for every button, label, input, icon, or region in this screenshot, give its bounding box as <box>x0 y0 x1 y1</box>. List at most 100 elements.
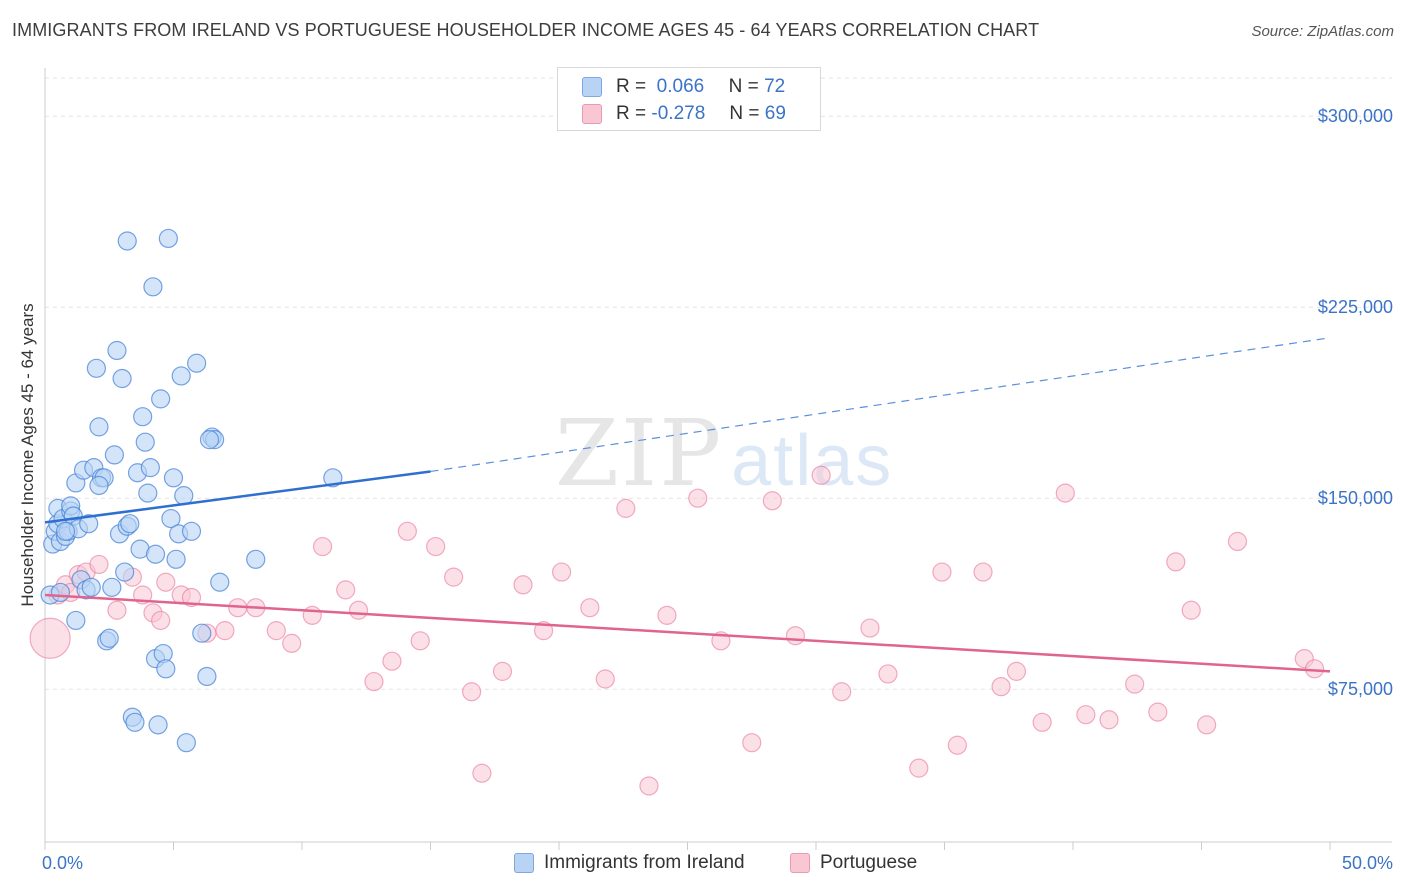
portuguese-point <box>462 682 482 702</box>
portuguese-point <box>1099 710 1119 730</box>
ireland-point <box>246 549 266 569</box>
portuguese-point <box>762 491 782 511</box>
watermark-atlas: atlas <box>731 421 894 501</box>
portuguese-point <box>312 536 333 557</box>
ireland-point <box>158 228 178 249</box>
ireland-point <box>140 458 160 478</box>
ireland-point <box>55 521 76 541</box>
portuguese-point <box>302 605 322 625</box>
legend-swatch-pink <box>790 853 810 873</box>
portuguese-point <box>107 600 127 620</box>
ireland-point <box>115 562 135 582</box>
legend-r-label: R = <box>616 103 647 124</box>
stats-legend: R = 0.066 N = 72 R = -0.278 N = 69 <box>557 67 821 131</box>
tick-labels: $75,000 $150,000 $225,000 $300,000 0.0% 50.0% <box>42 106 1393 873</box>
portuguese-point <box>1032 712 1052 732</box>
portuguese-point <box>426 536 446 557</box>
ireland-point <box>197 666 217 687</box>
portuguese-point <box>551 562 572 582</box>
ireland-point <box>174 486 194 506</box>
portuguese-point <box>860 618 880 638</box>
portuguese-point <box>472 763 492 783</box>
portuguese-point <box>1006 661 1027 681</box>
ireland-points <box>40 228 343 753</box>
portuguese-point <box>348 600 369 620</box>
portuguese-point <box>1076 705 1096 725</box>
portuguese-point <box>397 521 417 541</box>
portuguese-point <box>444 567 464 587</box>
portuguese-point <box>616 498 636 518</box>
portuguese-point <box>1148 702 1168 722</box>
y-tick-label: $300,000 <box>1318 106 1393 126</box>
portuguese-point <box>785 626 806 646</box>
portuguese-point <box>909 758 929 778</box>
ireland-point <box>117 231 137 251</box>
legend-swatch-blue <box>582 77 602 97</box>
ireland-point <box>166 549 186 569</box>
ireland-point <box>148 715 168 735</box>
portuguese-point <box>282 633 302 653</box>
portuguese-points <box>29 465 1325 796</box>
ireland-point <box>151 389 171 409</box>
ireland-point <box>66 610 86 631</box>
y-tick-label: $150,000 <box>1318 488 1393 508</box>
ireland-point <box>156 659 176 679</box>
legend-r-value: -0.278 <box>651 103 706 124</box>
portuguese-point <box>639 776 659 796</box>
ireland-point <box>323 468 343 488</box>
portuguese-point <box>811 465 831 485</box>
ireland-point <box>163 468 184 488</box>
portuguese-point <box>742 733 762 753</box>
y-axis-label: Householder Income Ages 45 - 64 years <box>18 303 37 607</box>
portuguese-point <box>1181 600 1201 620</box>
x-tick-label-min: 0.0% <box>42 853 83 873</box>
grid <box>45 77 1392 690</box>
legend-r-value: 0.066 <box>656 76 705 97</box>
portuguese-point <box>973 562 993 582</box>
ireland-point <box>81 577 101 597</box>
axes <box>44 68 1392 850</box>
portuguese-point <box>932 562 952 582</box>
portuguese-point <box>580 598 600 618</box>
chart-title: IMMIGRANTS FROM IRELAND VS PORTUGUESE HO… <box>12 20 1040 40</box>
ireland-point <box>104 445 124 465</box>
legend-label-portuguese: Portuguese <box>820 852 918 873</box>
ireland-point <box>145 544 166 564</box>
ireland-point <box>133 407 153 427</box>
portuguese-point <box>832 682 852 702</box>
trend-lines <box>44 337 1331 673</box>
watermark: ZIP atlas <box>555 400 893 507</box>
ireland-point <box>79 514 99 534</box>
portuguese-point <box>266 621 286 641</box>
portuguese-point <box>1166 552 1186 572</box>
portuguese-point <box>1125 674 1145 694</box>
ireland-point <box>102 577 122 597</box>
ireland-point <box>138 483 158 503</box>
ireland-point <box>89 475 109 496</box>
ireland-point <box>143 277 163 297</box>
ireland-point <box>50 582 71 603</box>
portuguese-point <box>364 671 384 692</box>
portuguese-point <box>181 587 202 608</box>
portuguese-point <box>1227 531 1248 552</box>
ireland-point <box>107 340 127 361</box>
legend-r-label: R = <box>616 76 647 97</box>
portuguese-point <box>688 488 708 508</box>
legend-n-value: 69 <box>764 103 786 124</box>
portuguese-point <box>410 631 430 651</box>
ireland-trend-extension <box>430 337 1331 473</box>
legend-item-ireland: Immigrants from Ireland <box>514 852 745 874</box>
portuguese-point <box>151 610 171 631</box>
ireland-point <box>187 353 207 373</box>
portuguese-point <box>492 661 513 681</box>
ireland-point <box>89 417 109 437</box>
ireland-point <box>181 521 202 541</box>
legend-n-value: 72 <box>764 76 786 97</box>
portuguese-point <box>382 651 402 671</box>
series-legend: Immigrants from Ireland Portuguese <box>0 852 1406 878</box>
portuguese-point <box>991 677 1011 697</box>
portuguese-point <box>89 554 109 575</box>
ireland-point <box>171 366 191 386</box>
portuguese-point <box>156 572 176 592</box>
ireland-point <box>99 628 119 648</box>
